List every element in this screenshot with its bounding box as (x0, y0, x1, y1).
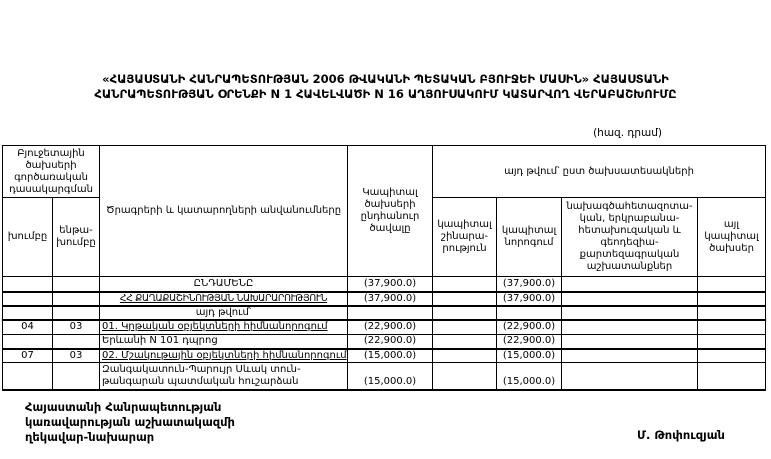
row-ministry: ՀՀ ՔԱՂԱՔԱՇԻՆՈՒԹՅԱՆ ՆԱԽԱՐԱՐՈՒԹՅՈՒՆ (37,90… (2, 291, 767, 307)
cell-name: այդ թվում՝ (99, 305, 348, 321)
cell-subgroup (52, 291, 100, 307)
row-total: ԸՆԴԱՄԵՆԸ (37,900.0) (37,900.0) (2, 276, 767, 293)
signatory-name: Մ. Թոփուզյան (637, 428, 725, 442)
cell-capital-construction (432, 348, 497, 363)
cell-capital-total (347, 305, 433, 321)
cell-capital-total: (22,900.0) (347, 334, 433, 350)
row-program-02: 07 03 02. Մշակութային օբյեկտների հիմնանո… (2, 348, 767, 363)
row-museum: Զանգակատուն-Պարույր Սևակ տուն- թանգարան … (2, 362, 767, 391)
table-body: ԸՆԴԱՄԵՆԸ (37,900.0) (37,900.0) ՀՀ ՔԱՂԱՔԱ… (2, 276, 767, 391)
cell-subgroup: 03 (52, 319, 100, 335)
cell-capital-total: (15,000.0) (347, 348, 433, 363)
header-row-bottom: խումբը ենթա- խումբը կապիտալ շինարա- րութ… (2, 197, 767, 277)
header-capital-construction: կապիտալ շինարա- րություն (432, 197, 497, 277)
cell-capital-total: (15,000.0) (347, 362, 433, 391)
cell-capital-construction (432, 362, 497, 391)
cell-name: 02. Մշակութային օբյեկտների հիմնանորոգում (99, 348, 348, 363)
cell-other-capital (696, 291, 767, 307)
row-school: Երևանի N 101 դպրոց (22,900.0) (22,900.0) (2, 334, 767, 350)
cell-capital-repair: (37,900.0) (496, 291, 562, 307)
cell-name: ԸՆԴԱՄԵՆԸ (99, 276, 348, 293)
cell-subgroup: 03 (52, 348, 100, 363)
cell-capital-construction (432, 334, 497, 350)
cell-group (2, 291, 53, 307)
cell-other-capital (696, 305, 767, 321)
cell-design-research (561, 348, 698, 363)
cell-design-research (561, 291, 698, 307)
cell-group (2, 362, 53, 391)
header-capital-repair: կապիտալ նորոգում (496, 197, 562, 277)
document-title: «ՀԱՅԱՍՏԱՆԻ ՀԱՆՐԱՊԵՏՈՒԹՅԱՆ 2006 ԹՎԱԿԱՆԻ Պ… (94, 72, 677, 101)
header-group: խումբը (2, 197, 53, 277)
cell-subgroup (52, 276, 100, 293)
cell-design-research (561, 334, 698, 350)
unit-note: (հազ. դրամ) (593, 127, 662, 139)
cell-group (2, 305, 53, 321)
cell-subgroup (52, 362, 100, 391)
cell-capital-repair: (37,900.0) (496, 276, 562, 293)
cell-design-research (561, 319, 698, 335)
cell-capital-construction (432, 276, 497, 293)
cell-other-capital (696, 319, 767, 335)
cell-name: Երևանի N 101 դպրոց (99, 334, 348, 350)
cell-group: 07 (2, 348, 53, 363)
cell-design-research (561, 305, 698, 321)
cell-other-capital (696, 362, 767, 391)
cell-capital-construction (432, 291, 497, 307)
cell-subgroup (52, 305, 100, 321)
cell-name: ՀՀ ՔԱՂԱՔԱՇԻՆՈՒԹՅԱՆ ՆԱԽԱՐԱՐՈՒԹՅՈՒՆ (99, 291, 348, 307)
header-design-research: նախագծահետազոտա- կան, երկրաբանա- հետախու… (561, 197, 698, 277)
reallocation-table: Բյուջետային ծախսերի գործառական դասակարգմ… (2, 145, 767, 391)
cell-name: Զանգակատուն-Պարույր Սևակ տուն- թանգարան … (99, 362, 348, 391)
cell-capital-construction (432, 305, 497, 321)
row-program-01: 04 03 01. Կրթական օբյեկտների հիմնանորոգո… (2, 319, 767, 335)
cell-group (2, 334, 53, 350)
signatory-title: Հայաստանի Հանրապետության կառավարության ա… (25, 400, 235, 444)
header-row-top: Բյուջետային ծախսերի գործառական դասակարգմ… (2, 145, 767, 277)
cell-subgroup (52, 334, 100, 350)
cell-design-research (561, 276, 698, 293)
header-functional-classification: Բյուջետային ծախսերի գործառական դասակարգմ… (2, 145, 100, 198)
row-of-which: այդ թվում՝ (2, 305, 767, 321)
table-header: Բյուջետային ծախսերի գործառական դասակարգմ… (2, 145, 767, 277)
cell-capital-repair (496, 305, 562, 321)
header-of-which: այդ թվում՝ ըստ ծախսատեսակների (431, 145, 767, 198)
header-programs: Ծրագրերի և կատարողների անվանումները (99, 145, 348, 277)
cell-capital-repair: (22,900.0) (496, 334, 562, 350)
cell-name: 01. Կրթական օբյեկտների հիմնանորոգում (99, 319, 348, 335)
header-other-capital: այլ կապիտալ ծախսեր (696, 197, 767, 277)
cell-group (2, 276, 53, 293)
cell-capital-total: (37,900.0) (347, 291, 433, 307)
cell-group: 04 (2, 319, 53, 335)
cell-design-research (561, 362, 698, 391)
header-capital-total: Կապիտալ ծախսերի ընդհանուր ծավալը (347, 145, 433, 277)
cell-other-capital (696, 276, 767, 293)
cell-capital-repair: (15,000.0) (496, 362, 562, 391)
cell-capital-total: (37,900.0) (347, 276, 433, 293)
header-subgroup: ենթա- խումբը (52, 197, 100, 277)
cell-capital-total: (22,900.0) (347, 319, 433, 335)
cell-other-capital (696, 334, 767, 350)
cell-capital-repair: (22,900.0) (496, 319, 562, 335)
cell-other-capital (696, 348, 767, 363)
cell-capital-construction (432, 319, 497, 335)
cell-capital-repair: (15,000.0) (496, 348, 562, 363)
